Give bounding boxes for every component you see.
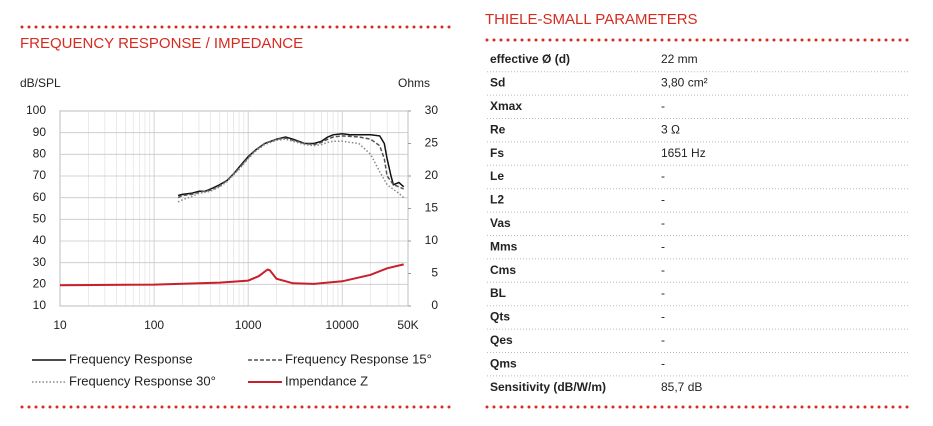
y2-tick-label: 15 xyxy=(425,201,439,215)
param-value: 3,80 cm² xyxy=(661,76,708,90)
param-value: - xyxy=(661,333,665,347)
legend-label: Frequency Response 30° xyxy=(69,373,216,388)
y2-tick-label: 20 xyxy=(425,168,439,182)
param-label: Qes xyxy=(490,333,513,347)
y-tick-label: 80 xyxy=(33,147,47,161)
param-label: Sd xyxy=(490,76,505,90)
param-value: - xyxy=(661,310,665,324)
table-title: THIELE-SMALL PARAMETERS xyxy=(485,11,698,28)
x-tick-label: 10 xyxy=(53,318,67,332)
param-label: Vas xyxy=(490,216,511,230)
param-value: - xyxy=(661,286,665,300)
x-tick-label: 10000 xyxy=(326,318,360,332)
chart-title: FREQUENCY RESPONSE / IMPEDANCE xyxy=(20,35,303,52)
x-tick-label: 50K xyxy=(397,318,418,332)
param-value: - xyxy=(661,216,665,230)
param-value: - xyxy=(661,356,665,370)
param-value: 3 Ω xyxy=(661,122,680,136)
param-label: Sensitivity (dB/W/m) xyxy=(490,380,606,394)
plot-area xyxy=(59,110,409,307)
y-tick-label: 50 xyxy=(33,212,47,226)
y-axis-label: dB/SPL xyxy=(20,76,61,90)
y2-tick-label: 5 xyxy=(431,266,438,280)
series-line xyxy=(59,263,404,287)
y2-tick-label: 10 xyxy=(425,233,439,247)
y2-tick-label: 25 xyxy=(425,136,439,150)
param-label: Fs xyxy=(490,146,504,160)
param-value: 85,7 dB xyxy=(661,380,702,394)
param-value: - xyxy=(661,239,665,253)
param-label: Qts xyxy=(490,310,510,324)
series-line xyxy=(177,138,405,203)
param-value: 22 mm xyxy=(661,52,698,66)
param-label: effective Ø (d) xyxy=(490,52,570,66)
x-tick-label: 100 xyxy=(144,318,164,332)
param-value: - xyxy=(661,263,665,277)
param-value: - xyxy=(661,193,665,207)
param-value: - xyxy=(661,169,665,183)
legend-label: Frequency Response 15° xyxy=(285,351,432,366)
y-tick-label: 40 xyxy=(33,233,47,247)
y-tick-label: 70 xyxy=(33,168,47,182)
param-label: L2 xyxy=(490,193,504,207)
y-tick-label: 90 xyxy=(33,125,47,139)
y2-axis-label: Ohms xyxy=(398,76,430,90)
param-label: Cms xyxy=(490,263,516,277)
param-label: Qms xyxy=(490,356,517,370)
y-tick-label: 60 xyxy=(33,190,47,204)
param-label: Xmax xyxy=(490,99,522,113)
param-label: Re xyxy=(490,122,506,136)
y-tick-label: 100 xyxy=(26,103,46,117)
series-line xyxy=(177,135,405,199)
y2-tick-label: 0 xyxy=(431,298,438,312)
param-value: - xyxy=(661,99,665,113)
param-label: Le xyxy=(490,169,504,183)
param-value: 1651 Hz xyxy=(661,146,706,160)
y-tick-label: 20 xyxy=(33,277,47,291)
legend-label: Frequency Response xyxy=(69,351,193,366)
param-label: BL xyxy=(490,286,506,300)
y2-tick-label: 30 xyxy=(425,103,439,117)
legend-label: Impendance Z xyxy=(285,373,368,388)
y-tick-label: 30 xyxy=(33,255,47,269)
y-tick-label: 10 xyxy=(33,298,47,312)
param-label: Mms xyxy=(490,239,518,253)
x-tick-label: 1000 xyxy=(235,318,262,332)
